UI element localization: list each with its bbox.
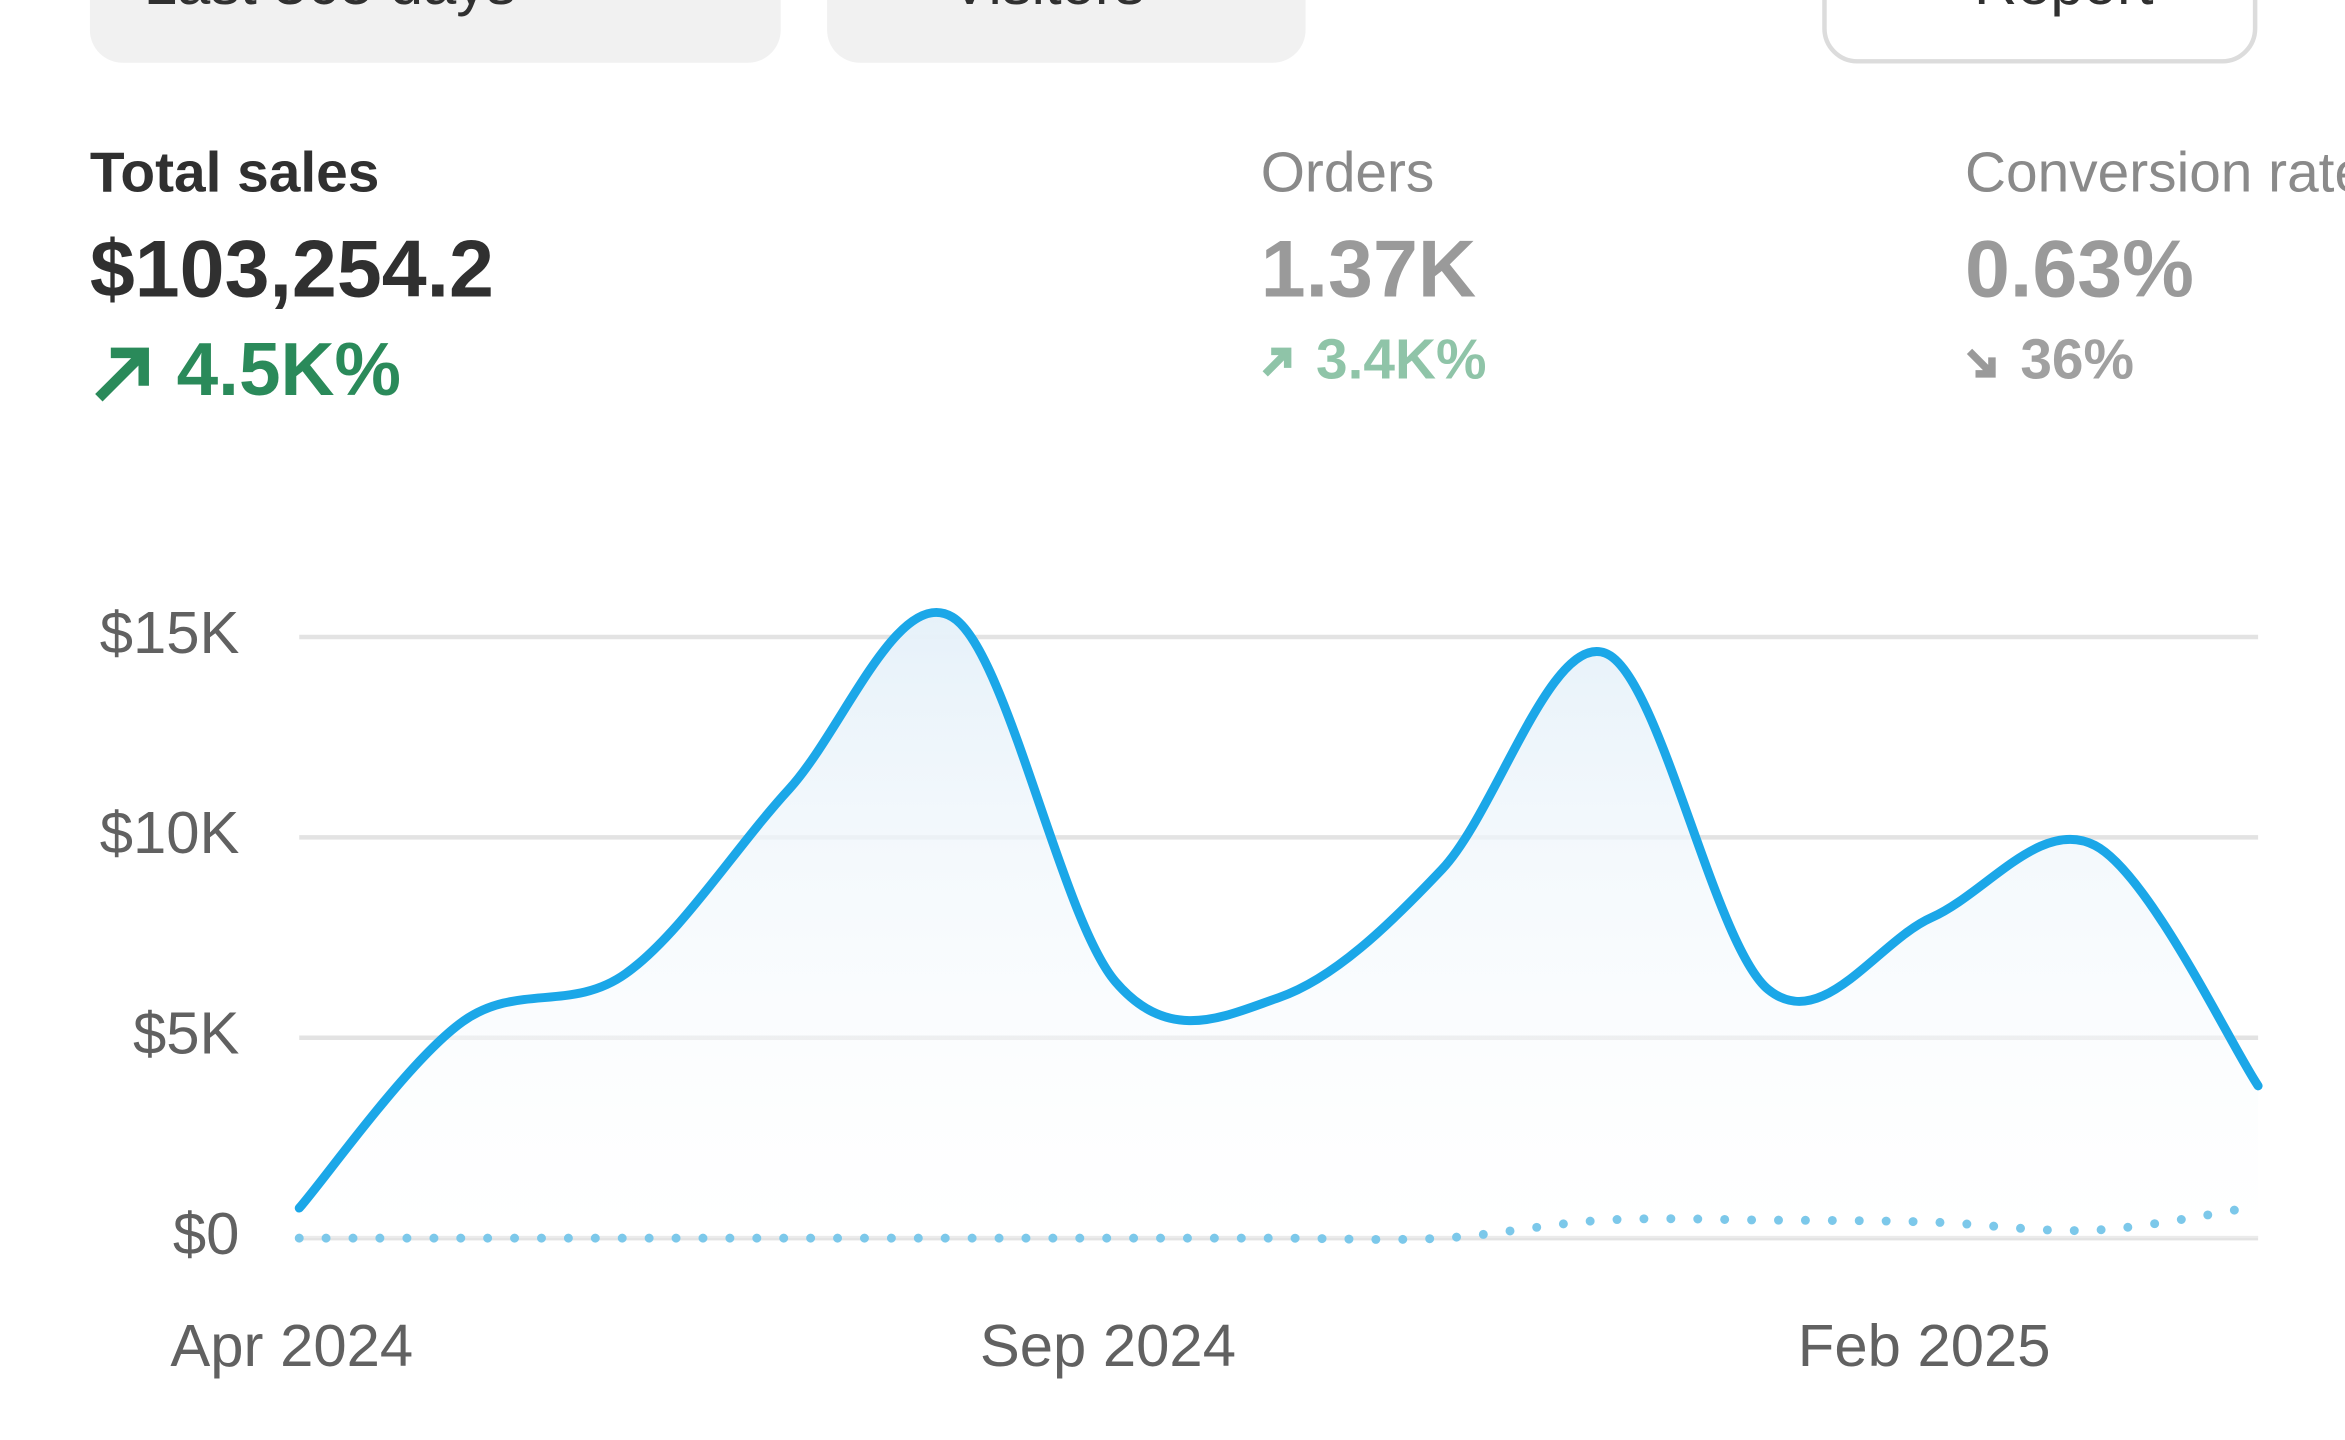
metric-label: Orders bbox=[1261, 141, 1435, 204]
metric-change: 36% bbox=[2020, 328, 2134, 391]
report-label: Report bbox=[1974, 0, 2154, 17]
metric-label: Total sales bbox=[90, 141, 379, 204]
metric-total-sales[interactable]: Total sales $103,254.2 4.5K% bbox=[90, 141, 494, 411]
x-tick-label: Sep 2024 bbox=[980, 1312, 1236, 1379]
metric-conversion[interactable]: Conversion rate 0.63% 36% bbox=[1965, 141, 2345, 391]
up-arrow-icon bbox=[1262, 347, 1292, 377]
report-button[interactable] bbox=[1822, 0, 2258, 64]
up-arrow-icon bbox=[95, 347, 149, 402]
sales-chart: $0 $5K $10K $15K Apr 2024 Sep 2024 Feb 2025 bbox=[100, 599, 2263, 1379]
date-range-button[interactable] bbox=[89, 0, 781, 63]
y-tick-label: $5K bbox=[133, 1000, 240, 1067]
y-tick-label: $15K bbox=[100, 599, 240, 666]
compare-label: Visitors bbox=[950, 0, 1145, 17]
metric-change: 3.4K% bbox=[1316, 328, 1487, 391]
metric-change: 4.5K% bbox=[177, 327, 401, 411]
date-range-label: Last 365 days bbox=[144, 0, 516, 17]
y-tick-label: $10K bbox=[100, 799, 240, 866]
metric-orders[interactable]: Orders 1.37K 3.4K% bbox=[1261, 141, 1487, 391]
compare-button[interactable] bbox=[827, 0, 1306, 63]
metric-label: Conversion rate bbox=[1965, 141, 2345, 204]
x-tick-label: Feb 2025 bbox=[1798, 1312, 2051, 1379]
sales-line bbox=[294, 608, 2263, 1213]
metric-value: $103,254.2 bbox=[90, 224, 494, 314]
down-arrow-icon bbox=[1966, 348, 1996, 378]
area bbox=[299, 612, 2259, 1239]
metric-value: 1.37K bbox=[1261, 224, 1476, 314]
x-tick-label: Apr 2024 bbox=[170, 1312, 413, 1379]
metric-value: 0.63% bbox=[1965, 224, 2194, 314]
toolbar: Last 365 days Visitors Report bbox=[89, 0, 2258, 64]
y-tick-label: $0 bbox=[173, 1200, 240, 1267]
comparison-line bbox=[294, 1201, 2263, 1244]
